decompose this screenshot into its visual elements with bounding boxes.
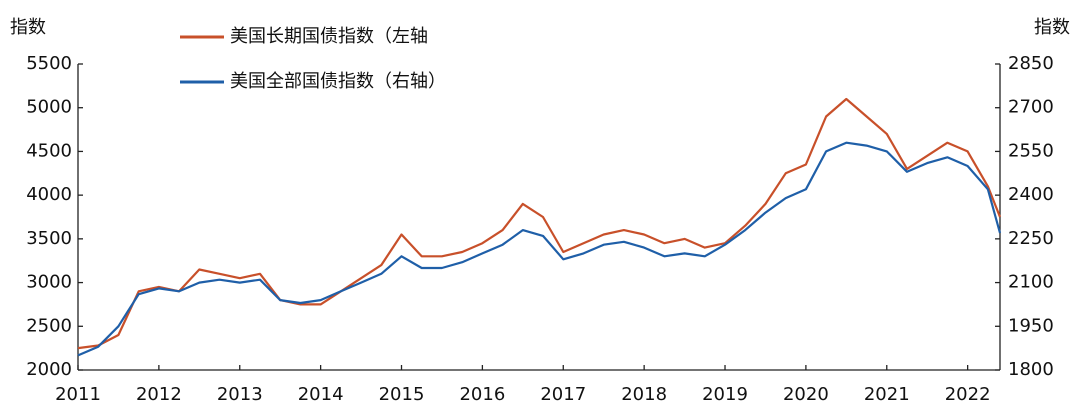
x-tick-label: 2021 <box>864 384 910 405</box>
y-tick-label: 5000 <box>26 97 72 118</box>
x-tick-label: 2022 <box>945 384 991 405</box>
y2-tick-label: 1800 <box>1008 359 1054 380</box>
y-tick-label: 4500 <box>26 140 72 161</box>
x-tick-label: 2016 <box>459 384 505 405</box>
x-tick-label: 2015 <box>379 384 425 405</box>
x-tick-label: 2018 <box>621 384 667 405</box>
y-tick-label: 4000 <box>26 184 72 205</box>
y2-tick-label: 2550 <box>1008 140 1054 161</box>
y-tick-label: 5500 <box>26 53 72 74</box>
y-tick-label: 3000 <box>26 272 72 293</box>
y-axis-label: 指数 <box>10 17 46 38</box>
y2-tick-label: 2850 <box>1008 53 1054 74</box>
y-tick-label: 3500 <box>26 228 72 249</box>
x-tick-label: 2019 <box>702 384 748 405</box>
series-line <box>77 97 1002 350</box>
y2-tick-label: 2400 <box>1008 184 1054 205</box>
legend-label: 美国长期国债指数（左轴 <box>230 26 428 47</box>
y2-tick-label: 2250 <box>1008 228 1054 249</box>
x-tick-label: 2013 <box>217 384 263 405</box>
x-tick-label: 2012 <box>136 384 182 405</box>
y2-tick-label: 2700 <box>1008 97 1054 118</box>
y-tick-label: 2000 <box>26 359 72 380</box>
x-tick-label: 2011 <box>55 384 101 405</box>
x-tick-label: 2014 <box>298 384 344 405</box>
y2-tick-label: 1950 <box>1008 315 1054 336</box>
y2-tick-label: 2100 <box>1008 272 1054 293</box>
legend-label: 美国全部国债指数（右轴） <box>230 71 446 92</box>
y2-axis-label: 指数 <box>1034 17 1070 38</box>
x-tick-label: 2020 <box>783 384 829 405</box>
y-tick-label: 2500 <box>26 315 72 336</box>
x-tick-label: 2017 <box>540 384 586 405</box>
series-line <box>77 141 1002 357</box>
